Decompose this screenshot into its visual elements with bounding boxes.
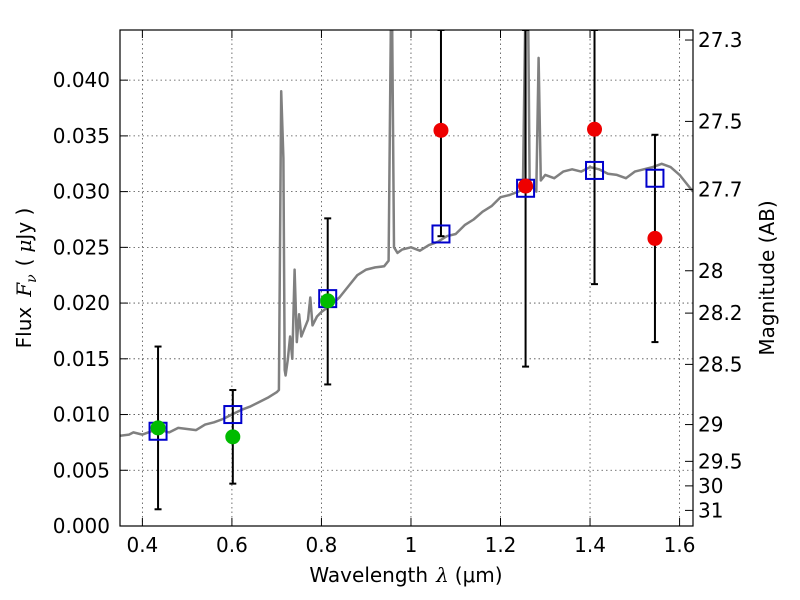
grid [120, 30, 693, 526]
x-axis-label-text: Wavelength [309, 563, 428, 587]
x-tick-label: 1 [405, 533, 418, 557]
model-photometry-square [431, 224, 451, 244]
x-tick-label: 1.6 [664, 533, 696, 557]
y-axis-left-label-unit: Jy ) [12, 208, 36, 242]
y-axis-left-label-symbol: F [12, 282, 36, 298]
y-axis-left-label-open: ( [12, 259, 36, 267]
y-tick-label: 0.005 [53, 458, 110, 482]
x-tick-label: 0.6 [216, 533, 248, 557]
magnitude-tick-label: 27.5 [698, 109, 743, 133]
magnitude-tick-label: 30 [698, 474, 723, 498]
y-axis-left-label-subscript: ν [24, 274, 40, 283]
spectrum-line [120, 30, 693, 437]
axis-ticks [120, 30, 693, 527]
y-axis-right-title: Magnitude (AB) [755, 200, 779, 355]
y-tick-label: 0.000 [53, 514, 110, 538]
upper-limit-point [647, 230, 663, 246]
magnitude-tick-label: 31 [698, 498, 723, 522]
y-axis-left-title: Flux Fν ( μJy ) [12, 208, 40, 349]
y-tick-label: 0.015 [53, 347, 110, 371]
error-bar [522, 30, 530, 368]
x-tick-label: 1.2 [485, 533, 517, 557]
magnitude-tick-label: 27.3 [698, 28, 743, 52]
x-axis-label-unit: (μm) [455, 563, 503, 587]
magnitude-tick-label: 28.5 [698, 352, 743, 376]
axis-tick-labels: 0.4 0.6 0.8 1 1.2 1.4 1.6 0.000 0.005 0.010 0.015 0… [53, 28, 743, 557]
model-photometry-square [645, 168, 665, 188]
y-axis-left-label-text: Flux [12, 307, 36, 349]
magnitude-tick-label: 27.7 [698, 177, 743, 201]
plot-area [120, 30, 693, 511]
y-tick-label: 0.035 [53, 124, 110, 148]
x-tick-label: 0.8 [306, 533, 338, 557]
x-axis-label-symbol: λ [435, 563, 449, 587]
x-axis-title: Wavelength λ (μm) [309, 563, 502, 587]
model-photometry-square [223, 405, 243, 425]
plot-frame [119, 29, 694, 527]
magnitude-tick-label: 29 [698, 413, 723, 437]
detection-point [225, 429, 241, 445]
error-bar [591, 30, 599, 286]
magnitude-tick-label: 28.2 [698, 301, 743, 325]
y-tick-label: 0.020 [53, 291, 110, 315]
y-tick-label: 0.025 [53, 235, 110, 259]
upper-limit-point [518, 178, 534, 194]
x-tick-label: 1.4 [574, 533, 606, 557]
y-axis-left-label-mu: μ [12, 240, 36, 253]
detection-point [150, 420, 166, 436]
upper-limit-point [433, 122, 449, 138]
x-tick-label: 0.4 [126, 533, 158, 557]
model-photometry-square [585, 160, 605, 180]
y-tick-label: 0.030 [53, 180, 110, 204]
magnitude-tick-label: 28 [698, 259, 723, 283]
y-tick-label: 0.040 [53, 68, 110, 92]
y-tick-label: 0.010 [53, 403, 110, 427]
detection-point [320, 293, 336, 309]
magnitude-tick-label: 29.5 [698, 449, 743, 473]
upper-limit-point [587, 121, 603, 137]
